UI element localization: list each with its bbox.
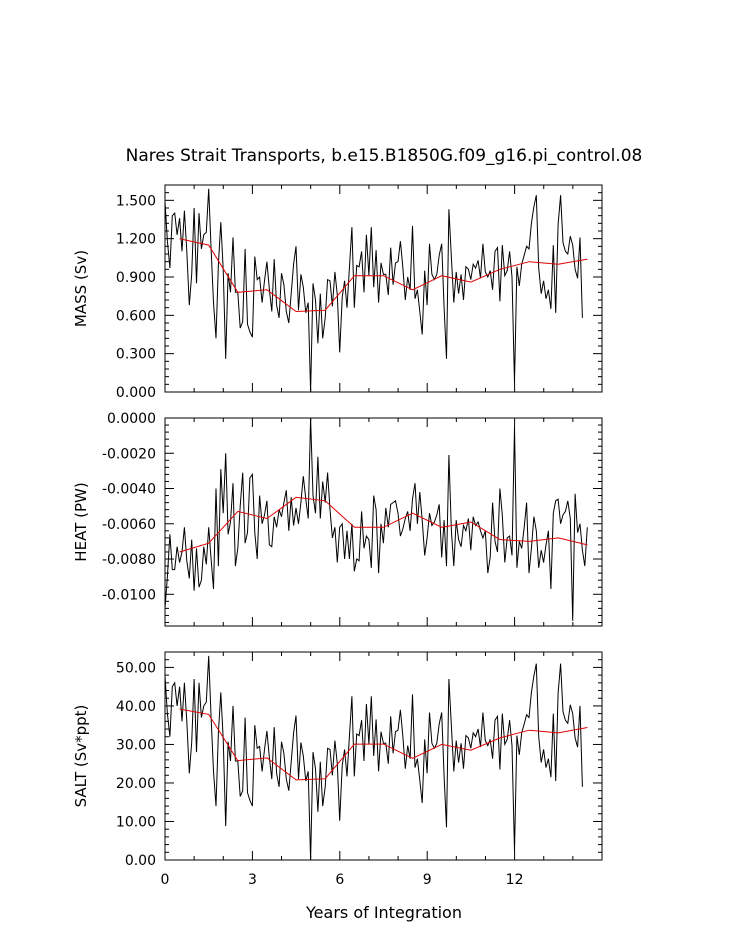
y-tick-label-salt: 50.00 xyxy=(116,660,156,676)
series-line-monthly-heat xyxy=(164,417,588,621)
series-line-monthly-salt xyxy=(164,655,583,861)
y-tick-label-heat: -0.0080 xyxy=(102,552,156,568)
y-tick-label-mass: 1.200 xyxy=(116,232,156,248)
x-tick-label: 12 xyxy=(506,872,524,888)
y-tick-label-mass: 0.900 xyxy=(116,270,156,286)
series-line-monthly-mass xyxy=(164,188,583,393)
y-tick-label-heat: -0.0060 xyxy=(102,517,156,533)
y-tick-label-heat: -0.0020 xyxy=(102,446,156,462)
plot-frame-salt xyxy=(164,651,603,861)
y-tick-label-heat: -0.0040 xyxy=(102,482,156,498)
x-axis-label: Years of Integration xyxy=(305,903,462,922)
panel-salt: 0.00 10.00 20.00 30.00 40.00 50.00 SALT (Sv*pp… xyxy=(72,651,603,888)
y-tick-label-mass: 0.000 xyxy=(116,385,156,401)
y-tick-label-heat: 0.0000 xyxy=(107,411,156,427)
y-tick-label-mass: 0.300 xyxy=(116,347,156,363)
y-tick-label-salt: 10.00 xyxy=(116,814,156,830)
panel-mass: 0.000 0.300 0.600 0.900 1.200 1.500 MASS (Sv) xyxy=(72,184,603,401)
x-tick-label: 3 xyxy=(248,872,257,888)
y-tick-label-mass: 0.600 xyxy=(116,308,156,324)
series-line-annual-heat xyxy=(179,496,588,553)
x-tick-label: 9 xyxy=(423,872,432,888)
y-tick-label-salt: 30.00 xyxy=(116,737,156,753)
y-tick-label-heat: -0.0100 xyxy=(102,587,156,603)
plot-frame-mass xyxy=(164,184,603,393)
chart-title: Nares Strait Transports, b.e15.B1850G.f0… xyxy=(126,146,643,166)
y-axis-label-salt: SALT (Sv*ppt) xyxy=(72,705,90,808)
y-tick-label-salt: 40.00 xyxy=(116,699,156,715)
x-tick-label: 6 xyxy=(335,872,344,888)
y-tick-label-mass: 1.500 xyxy=(116,193,156,209)
panel-heat: 0.0000 -0.0020 -0.0040 -0.0060 -0.0080 -0.010… xyxy=(72,411,603,627)
x-tick-label: 0 xyxy=(161,872,170,888)
series-line-annual-salt xyxy=(179,708,588,781)
series-line-annual-mass xyxy=(179,238,588,313)
y-tick-label-salt: 20.00 xyxy=(116,776,156,792)
y-axis-label-mass: MASS (Sv) xyxy=(72,250,90,327)
y-tick-label-salt: 0.00 xyxy=(125,853,156,869)
y-axis-label-heat: HEAT (PW) xyxy=(72,482,90,561)
plot-frame-heat xyxy=(164,417,603,627)
